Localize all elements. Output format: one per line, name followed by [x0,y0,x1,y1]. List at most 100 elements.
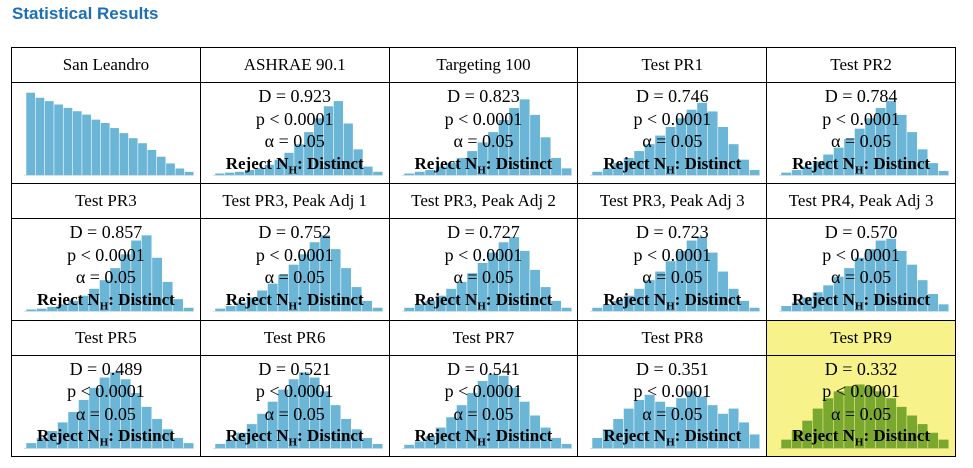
histogram-bar [110,372,121,448]
reject-suffix: : Distinct [108,289,175,309]
histogram-bar [224,172,235,176]
histogram-bar [330,249,341,312]
reject-suffix: : Distinct [863,153,931,173]
histogram-bar [100,123,110,176]
histogram-bar [729,408,739,448]
histogram-bar [35,97,45,176]
d-statistic: D = 0.570 [824,222,898,243]
histogram-bar [120,254,131,312]
histogram-bar [68,411,79,448]
histogram-bar [456,404,467,448]
histogram-bar [498,242,509,312]
histogram-bar [666,127,676,176]
histogram-bar [89,289,100,312]
histogram-bar [519,99,530,176]
d-statistic: D = 0.752 [258,222,332,243]
histogram-bar [529,270,540,312]
result-cell [11,82,201,185]
scenario-label: Test PR3, Peak Adj 1 [199,183,390,220]
histogram-bar [288,265,299,312]
histogram-bar [361,437,372,448]
histogram-bar [26,442,37,448]
reject-subscript: H [477,300,486,313]
histogram-bar [414,441,425,448]
histogram-bar [634,151,645,176]
histogram-bar [26,92,36,176]
reject-conclusion: Reject NH: Distinct [12,425,199,454]
reject-conclusion: Reject NH: Distinct [390,425,577,454]
reject-suffix: : Distinct [674,426,742,446]
histogram-bar [676,397,687,448]
scenario-label: Test PR3 [11,183,201,220]
histogram-bar [309,242,320,312]
histogram-bar [687,391,697,448]
histogram-bar [361,301,372,312]
histogram-bar [812,408,823,448]
reject-suffix: : Distinct [108,426,175,446]
histogram-bar [162,282,173,312]
reject-suffix: : Distinct [297,153,364,173]
histogram-bar [353,149,363,176]
scenario-label: Targeting 100 [388,46,579,84]
histogram-bar [833,391,844,448]
result-cell: D = 0.784 p < 0.0001 α = 0.05 Reject NH: Di… [766,82,956,185]
histogram-bar [340,268,351,312]
histogram-bar [236,302,246,312]
histogram-bar [865,249,876,312]
histogram-bar [435,296,446,312]
test-statistics: D = 0.746 p < 0.0001 α = 0.05 Reject NH: Di… [579,85,766,181]
histogram-bar [781,306,792,312]
reject-conclusion: Reject NH: Distinct [768,289,955,318]
histogram-bar [603,168,614,176]
histogram-bar [120,378,131,448]
histogram-bar [435,427,446,448]
histogram-bar [697,102,708,176]
alpha-value: α = 0.05 [75,403,136,424]
histogram-bar [875,240,886,312]
histogram-bar [173,437,184,448]
d-statistic: D = 0.723 [635,222,709,243]
alpha-value: α = 0.05 [831,267,892,288]
scenario-label: Test PR3, Peak Adj 3 [577,183,768,220]
result-cell: D = 0.746 p < 0.0001 α = 0.05 Reject NH: Di… [577,82,768,185]
histogram-bar [550,437,561,448]
histogram-bar [844,385,855,448]
histogram-bar [592,308,603,312]
histogram-bar [508,387,519,448]
reject-prefix: Reject N [603,289,667,309]
histogram-chart [23,92,194,176]
histogram-bar [477,142,488,176]
histogram-bar [844,139,855,176]
d-statistic: D = 0.857 [69,222,143,243]
reject-subscript: H [854,300,864,313]
histogram-bar [938,439,949,448]
reject-suffix: : Distinct [297,289,364,309]
histogram-chart [401,373,572,449]
histogram-bar [529,415,540,448]
d-statistic: D = 0.541 [447,358,520,379]
p-value: p < 0.0001 [444,244,523,265]
histogram-bar [666,406,676,448]
test-statistics: D = 0.784 p < 0.0001 α = 0.05 Reject NH: Di… [768,85,955,182]
histogram-bar [896,406,907,448]
histogram-bar [175,168,185,176]
result-row: D = 0.857 p < 0.0001 α = 0.05 Reject NH: Di… [11,218,956,321]
result-cell: D = 0.570 p < 0.0001 α = 0.05 Reject NH: Di… [766,218,956,321]
histogram-bar [257,290,267,312]
histogram-bar [812,161,823,176]
alpha-value: α = 0.05 [453,403,514,424]
reject-conclusion: Reject NH: Distinct [201,153,388,182]
histogram-bar [508,237,519,312]
reject-subscript: H [477,163,486,176]
histogram-bar [718,127,729,176]
result-cell: D = 0.923 p < 0.0001 α = 0.05 Reject NH: Di… [199,82,390,185]
histogram-bar [655,271,666,312]
histogram-bar [298,372,309,448]
reject-subscript: H [99,300,109,313]
reject-conclusion: Reject NH: Distinct [768,153,955,182]
histogram-bar [424,301,435,312]
alpha-value: α = 0.05 [75,267,136,288]
histogram-chart [212,372,383,449]
histogram-bar [508,108,519,176]
histogram-bar [236,432,246,448]
